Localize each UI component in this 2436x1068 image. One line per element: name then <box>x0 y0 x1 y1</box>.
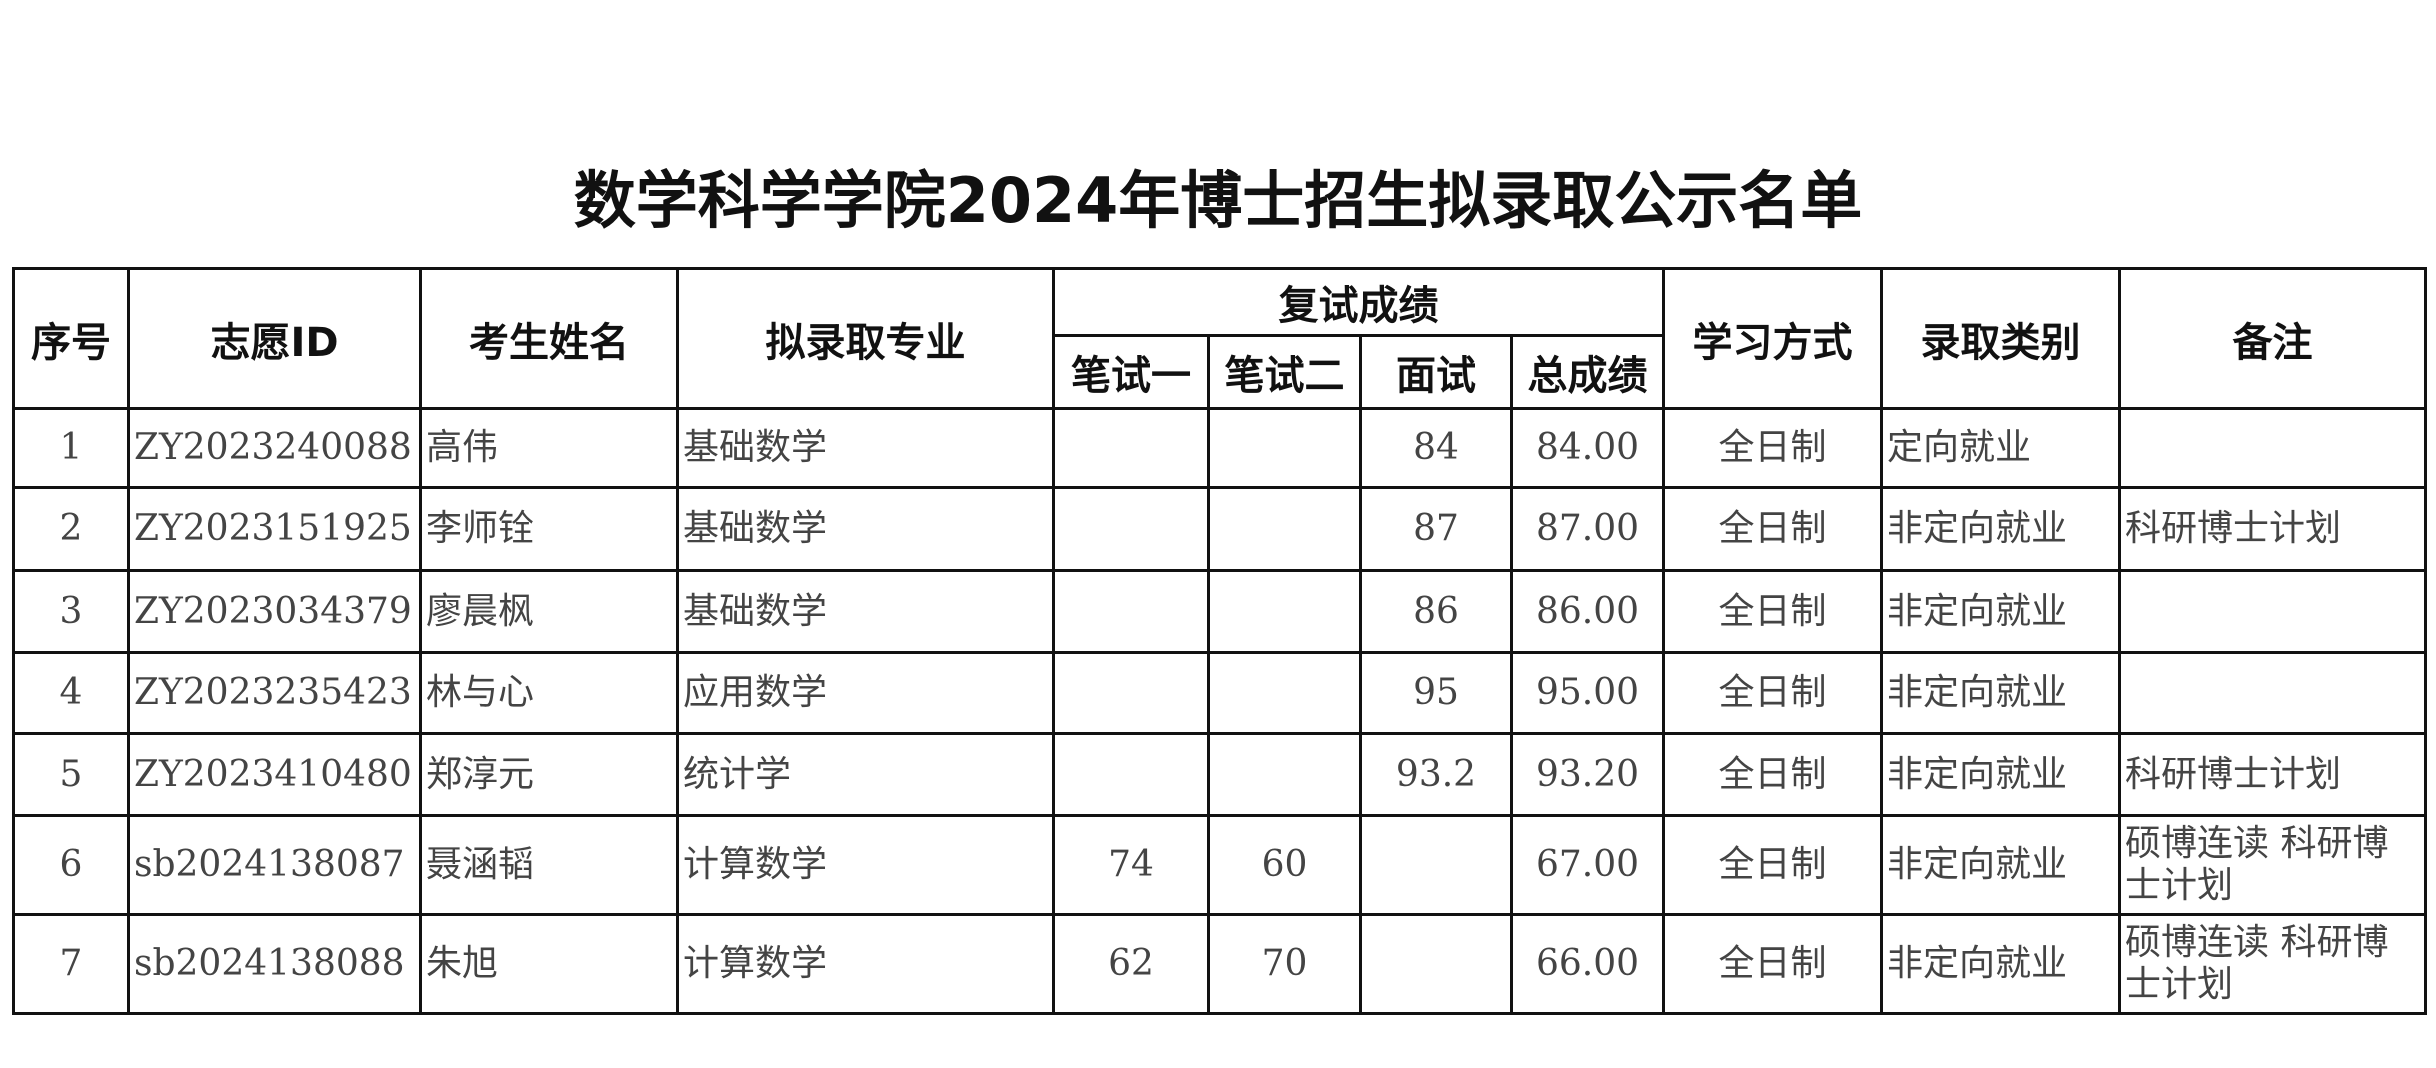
table-row: 2 ZY2023151925 李师铨 基础数学 87 87.00 全日制 非定向就业 科研博士计… <box>12 486 2427 572</box>
cell-mode: 全日制 <box>1662 732 1883 817</box>
cell-interview: 86 <box>1359 569 1513 654</box>
header-major: 拟录取专业 <box>676 267 1055 410</box>
cell-remark <box>2118 569 2427 654</box>
cell-remark: 硕博连读 科研博士计划 <box>2118 913 2427 1015</box>
cell-total: 66.00 <box>1510 913 1665 1015</box>
cell-major: 基础数学 <box>676 569 1055 654</box>
cell-total: 84.00 <box>1510 407 1665 489</box>
header-written2: 笔试二 <box>1207 334 1362 410</box>
cell-category: 非定向就业 <box>1880 651 2121 735</box>
cell-mode: 全日制 <box>1662 407 1883 489</box>
cell-id: ZY2023410480 <box>127 732 422 817</box>
cell-seq: 6 <box>12 814 130 916</box>
cell-total: 86.00 <box>1510 569 1665 654</box>
cell-id: sb2024138088 <box>127 913 422 1015</box>
table-row: 7 sb2024138088 朱旭 计算数学 62 70 66.00 全日制 非定向就业 硕博连读… <box>12 913 2427 1015</box>
cell-category: 非定向就业 <box>1880 486 2121 572</box>
header-name: 考生姓名 <box>419 267 679 410</box>
cell-id: ZY2023240088 <box>127 407 422 489</box>
cell-total: 67.00 <box>1510 814 1665 916</box>
cell-written2 <box>1207 569 1362 654</box>
header-total: 总成绩 <box>1510 334 1665 410</box>
cell-written1 <box>1052 732 1210 817</box>
cell-total: 95.00 <box>1510 651 1665 735</box>
cell-name: 郑淳元 <box>419 732 679 817</box>
cell-interview: 95 <box>1359 651 1513 735</box>
page-title: 数学科学学院2024年博士招生拟录取公示名单 <box>573 164 1863 237</box>
cell-written1: 74 <box>1052 814 1210 916</box>
table-row: 6 sb2024138087 聂涵韬 计算数学 74 60 67.00 全日制 非定向就业 硕博连… <box>12 814 2427 916</box>
cell-category: 非定向就业 <box>1880 569 2121 654</box>
cell-major: 计算数学 <box>676 913 1055 1015</box>
cell-seq: 2 <box>12 486 130 572</box>
table-row: 4 ZY2023235423 林与心 应用数学 95 95.00 全日制 非定向就业 <box>12 651 2427 735</box>
cell-written2: 60 <box>1207 814 1362 916</box>
cell-written1: 62 <box>1052 913 1210 1015</box>
cell-name: 林与心 <box>419 651 679 735</box>
cell-id: sb2024138087 <box>127 814 422 916</box>
cell-interview <box>1359 913 1513 1015</box>
cell-remark: 科研博士计划 <box>2118 732 2427 817</box>
cell-major: 计算数学 <box>676 814 1055 916</box>
cell-remark: 科研博士计划 <box>2118 486 2427 572</box>
cell-remark: 硕博连读 科研博士计划 <box>2118 814 2427 916</box>
cell-written1 <box>1052 407 1210 489</box>
cell-seq: 5 <box>12 732 130 817</box>
cell-major: 基础数学 <box>676 407 1055 489</box>
cell-interview <box>1359 814 1513 916</box>
cell-total: 93.20 <box>1510 732 1665 817</box>
cell-major: 基础数学 <box>676 486 1055 572</box>
header-mode: 学习方式 <box>1662 267 1883 410</box>
cell-seq: 1 <box>12 407 130 489</box>
cell-name: 朱旭 <box>419 913 679 1015</box>
cell-category: 非定向就业 <box>1880 814 2121 916</box>
cell-written1 <box>1052 486 1210 572</box>
cell-id: ZY2023034379 <box>127 569 422 654</box>
cell-id: ZY2023151925 <box>127 486 422 572</box>
cell-mode: 全日制 <box>1662 569 1883 654</box>
cell-written2: 70 <box>1207 913 1362 1015</box>
cell-written2 <box>1207 407 1362 489</box>
cell-name: 聂涵韬 <box>419 814 679 916</box>
cell-interview: 84 <box>1359 407 1513 489</box>
header-retest: 复试成绩 <box>1052 267 1665 337</box>
cell-major: 统计学 <box>676 732 1055 817</box>
header-interview: 面试 <box>1359 334 1513 410</box>
cell-remark <box>2118 407 2427 489</box>
cell-written2 <box>1207 486 1362 572</box>
cell-written2 <box>1207 732 1362 817</box>
cell-category: 非定向就业 <box>1880 913 2121 1015</box>
cell-interview: 87 <box>1359 486 1513 572</box>
cell-written2 <box>1207 651 1362 735</box>
admission-table: 序号 志愿ID 考生姓名 拟录取专业 复试成绩 学习方式 录取类别 备注 笔试一… <box>12 267 2427 1015</box>
cell-mode: 全日制 <box>1662 913 1883 1015</box>
header-seq: 序号 <box>12 267 130 410</box>
cell-seq: 7 <box>12 913 130 1015</box>
header-written1: 笔试一 <box>1052 334 1210 410</box>
cell-remark <box>2118 651 2427 735</box>
cell-category: 非定向就业 <box>1880 732 2121 817</box>
cell-mode: 全日制 <box>1662 486 1883 572</box>
cell-name: 高伟 <box>419 407 679 489</box>
cell-written1 <box>1052 569 1210 654</box>
cell-name: 廖晨枫 <box>419 569 679 654</box>
cell-interview: 93.2 <box>1359 732 1513 817</box>
cell-mode: 全日制 <box>1662 814 1883 916</box>
cell-mode: 全日制 <box>1662 651 1883 735</box>
cell-seq: 3 <box>12 569 130 654</box>
cell-written1 <box>1052 651 1210 735</box>
table-row: 1 ZY2023240088 高伟 基础数学 84 84.00 全日制 定向就业 <box>12 407 2427 489</box>
table-row: 5 ZY2023410480 郑淳元 统计学 93.2 93.20 全日制 非定向就业 科研博士… <box>12 732 2427 817</box>
table-row: 3 ZY2023034379 廖晨枫 基础数学 86 86.00 全日制 非定向就业 <box>12 569 2427 654</box>
cell-total: 87.00 <box>1510 486 1665 572</box>
cell-major: 应用数学 <box>676 651 1055 735</box>
cell-category: 定向就业 <box>1880 407 2121 489</box>
cell-seq: 4 <box>12 651 130 735</box>
header-category: 录取类别 <box>1880 267 2121 410</box>
header-id: 志愿ID <box>127 267 422 410</box>
cell-id: ZY2023235423 <box>127 651 422 735</box>
cell-name: 李师铨 <box>419 486 679 572</box>
header-remark: 备注 <box>2118 267 2427 410</box>
